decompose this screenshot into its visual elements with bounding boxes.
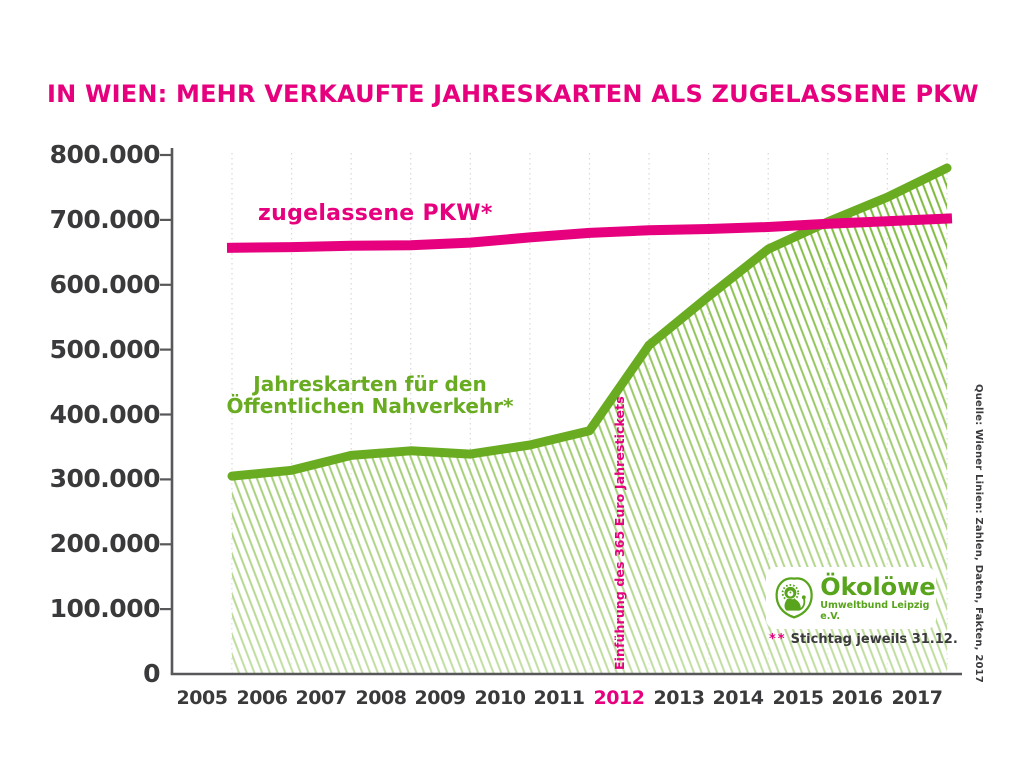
tickets-area-fade: [232, 168, 947, 674]
x-axis-label-2012: 2012: [593, 687, 645, 709]
y-axis-label-600.000: 600.000: [49, 270, 161, 299]
y-axis-label-100.000: 100.000: [49, 594, 161, 623]
logo-text: Ökolöwe Umweltbund Leipzig e.V.: [820, 575, 936, 622]
x-axis-label-2007: 2007: [295, 687, 347, 709]
series-label-tickets: Jahreskarten für den Öffentlichen Nahver…: [222, 373, 518, 417]
x-axis-label-2014: 2014: [712, 687, 764, 709]
x-axis-label-2010: 2010: [474, 687, 526, 709]
x-axis-label-2013: 2013: [653, 687, 705, 709]
series-label-pkw: zugelassene PKW*: [258, 201, 493, 226]
logo-subtitle: Umweltbund Leipzig e.V.: [820, 599, 930, 622]
x-axis-label-2015: 2015: [772, 687, 824, 709]
logo-name: Ökolöwe: [820, 572, 936, 601]
footnote-asterisks: **: [769, 632, 787, 647]
oekoloewe-lion-icon: [775, 577, 813, 619]
pkw-line: [226, 213, 953, 253]
page-title: IN WIEN: MEHR VERKAUFTE JAHRESKARTEN ALS…: [47, 80, 979, 108]
x-axis-label-2005: 2005: [176, 687, 228, 709]
series-label-tickets-line2: Öffentlichen Nahverkehr*: [226, 394, 514, 418]
y-axis-label-700.000: 700.000: [49, 205, 161, 234]
footnote-text: Stichtag jeweils 31.12.: [790, 632, 958, 647]
x-axis-labels: 2005 2006 2007 2008 2009 2010 2011 2012 2013 2014…: [0, 687, 1024, 717]
x-axis-label-2011: 2011: [533, 687, 585, 709]
annotation-365-euro-ticket: Einführung des 365 Euro Jahrestickets: [612, 396, 627, 670]
x-axis-label-2017: 2017: [891, 687, 943, 709]
y-axis-label-800.000: 800.000: [49, 140, 161, 169]
source-credit: Quelle: Wiener Linien: Zahlen, Daten, Fa…: [973, 384, 984, 683]
x-axis-label-2016: 2016: [831, 687, 883, 709]
y-axis-label-400.000: 400.000: [49, 400, 161, 429]
x-axis-label-2008: 2008: [355, 687, 407, 709]
y-axis-label-500.000: 500.000: [49, 335, 161, 364]
footnote: ** Stichtag jeweils 31.12.: [769, 632, 958, 647]
x-axis-label-2006: 2006: [236, 687, 288, 709]
series-label-tickets-line1: Jahreskarten für den: [253, 372, 487, 396]
y-axis-label-0: 0: [143, 659, 160, 688]
y-axis-label-300.000: 300.000: [49, 464, 161, 493]
logo-box: Ökolöwe Umweltbund Leipzig e.V.: [766, 567, 936, 629]
x-axis-label-2009: 2009: [414, 687, 466, 709]
y-axis-labels: 800.000 700.000 600.000 500.000 400.000 300.0…: [0, 0, 161, 768]
y-axis-label-200.000: 200.000: [49, 529, 161, 558]
